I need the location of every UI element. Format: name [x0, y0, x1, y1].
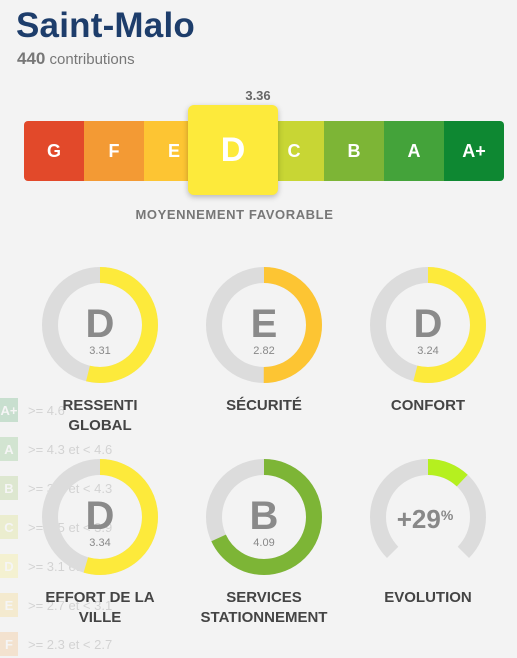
- grade-a-plus: A+: [444, 121, 504, 181]
- gauge-arc: [42, 459, 158, 575]
- gauge-score: 3.31: [89, 345, 110, 357]
- current-grade-highlight: D: [188, 105, 278, 195]
- gauge-services-stationnement: B 4.09 SERVICES STATIONNEMENT: [184, 454, 344, 626]
- gauge-securite: E 2.82 SÉCURITÉ: [184, 262, 344, 414]
- gauge-score: 3.24: [417, 345, 438, 357]
- gauge-ring: D 3.24: [370, 267, 486, 383]
- legend-range: >= 4.6: [28, 402, 65, 418]
- contributions-count: 440 contributions: [17, 49, 135, 69]
- gauge-arc: [42, 267, 158, 383]
- gauge-label: CONFORT: [390, 397, 466, 414]
- contributions-number: 440: [17, 49, 46, 68]
- legend-range: >= 2.3 et < 2.7: [28, 636, 113, 652]
- overall-score: 3.36: [245, 88, 271, 103]
- gauge-arc: [206, 267, 322, 383]
- grade-b: B: [324, 121, 384, 181]
- gauge-label: SÉCURITÉ: [226, 397, 302, 414]
- gauge-label: RESSENTI GLOBAL: [62, 397, 138, 434]
- legend-row: F >= 2.3 et < 2.7: [0, 630, 112, 658]
- gauge-ring: E 2.82: [206, 267, 322, 383]
- legend-swatch: A+: [0, 398, 18, 422]
- legend-row: A+ >= 4.6: [0, 396, 65, 424]
- evolution-value: +29%: [397, 504, 454, 534]
- gauge-ring: B 4.09: [206, 459, 322, 575]
- gauge-grade: D: [86, 494, 115, 538]
- gauge-label: EVOLUTION: [384, 589, 472, 606]
- grade-g: G: [24, 121, 84, 181]
- gauge-arc: [427, 459, 468, 487]
- legend-row: E >= 2.7 et < 3.1: [0, 591, 112, 619]
- legend-range: >= 4.3 et < 4.6: [28, 441, 113, 457]
- gauge-grade: D: [414, 302, 443, 346]
- gauge-confort: D 3.24 CONFORT: [348, 262, 508, 414]
- contributions-label: contributions: [49, 51, 135, 68]
- gauge-ring: +29%: [370, 459, 486, 558]
- gauge-score: 4.09: [253, 537, 274, 549]
- gauge-score: 3.34: [89, 537, 110, 549]
- gauge-label: SERVICES STATIONNEMENT: [200, 589, 328, 626]
- gauge-effort-ville: D 3.34 EFFORT DE LA VILLE: [20, 454, 180, 626]
- gauge-grade: E: [251, 302, 278, 346]
- grade-f: F: [84, 121, 144, 181]
- gauge-arc: [206, 459, 322, 575]
- legend-range: >= 2.7 et < 3.1: [28, 597, 113, 613]
- evolution-number: +29: [397, 504, 441, 534]
- legend-swatch: C: [0, 515, 18, 539]
- legend-swatch: D: [0, 554, 18, 578]
- page-title: Saint-Malo: [16, 6, 195, 45]
- gauge-label: EFFORT DE LA VILLE: [45, 589, 155, 626]
- legend-swatch: A: [0, 437, 18, 461]
- evolution-unit: %: [441, 507, 454, 523]
- gauge-ring: D 3.34: [42, 459, 158, 575]
- legend-row: A >= 4.3 et < 4.6: [0, 435, 112, 463]
- grade-a: A: [384, 121, 444, 181]
- legend-swatch: E: [0, 593, 18, 617]
- overall-verdict: MOYENNEMENT FAVORABLE: [135, 207, 334, 222]
- gauge-arc: [370, 267, 486, 383]
- legend-swatch: F: [0, 632, 18, 656]
- gauge-ressenti-global: D 3.31 RESSENTI GLOBAL: [20, 262, 180, 434]
- gauge-ring: D 3.31: [42, 267, 158, 383]
- gauge-score: 2.82: [253, 345, 274, 357]
- gauge-evolution: +29% EVOLUTION: [348, 454, 508, 606]
- gauge-grade: B: [250, 494, 279, 538]
- legend-swatch: B: [0, 476, 18, 500]
- gauge-grade: D: [86, 302, 115, 346]
